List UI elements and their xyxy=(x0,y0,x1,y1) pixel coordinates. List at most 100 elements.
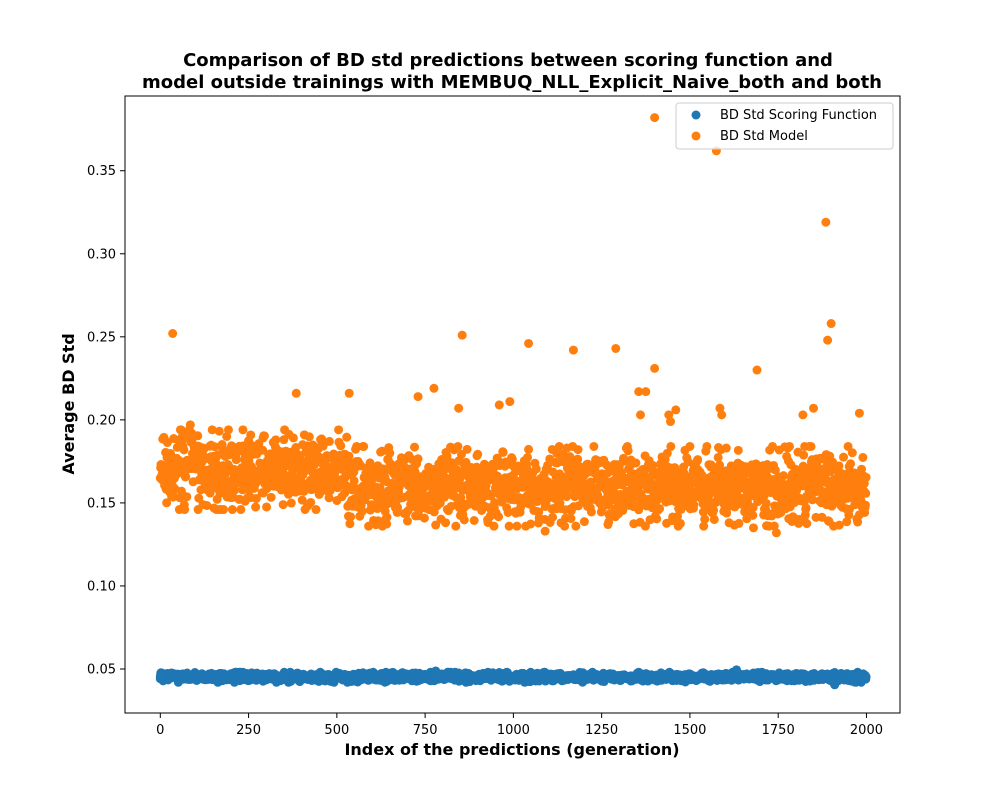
model-point xyxy=(473,449,483,459)
scoring-function-point xyxy=(155,671,165,681)
model-point xyxy=(469,516,479,525)
model-point xyxy=(807,495,817,505)
x-tick-label: 500 xyxy=(324,723,349,738)
model-point xyxy=(604,517,614,527)
model-point xyxy=(344,388,354,398)
model-point xyxy=(441,518,451,528)
model-point xyxy=(204,477,214,487)
model-point xyxy=(634,387,644,397)
model-point xyxy=(453,441,463,451)
model-point xyxy=(388,478,398,488)
model-point xyxy=(381,477,391,487)
model-point xyxy=(858,452,868,462)
model-point xyxy=(271,435,281,445)
model-point xyxy=(231,455,241,465)
model-point xyxy=(801,503,811,513)
model-point xyxy=(839,452,849,462)
x-tick-label: 750 xyxy=(413,723,438,738)
model-point xyxy=(393,503,403,513)
model-point xyxy=(834,461,844,471)
model-point xyxy=(410,442,420,452)
model-point xyxy=(236,505,246,515)
model-point xyxy=(359,441,369,451)
model-point xyxy=(259,431,269,441)
model-point xyxy=(494,512,504,522)
model-point xyxy=(698,507,708,517)
y-tick-label: 0.15 xyxy=(87,496,116,511)
model-point xyxy=(666,417,675,427)
model-point xyxy=(709,505,719,515)
model-point xyxy=(505,397,515,407)
model-point xyxy=(336,441,346,451)
scoring-function-point xyxy=(431,666,441,676)
legend-label-scoring-function: BD Std Scoring Function xyxy=(720,108,877,123)
model-point xyxy=(413,454,423,464)
model-point xyxy=(207,425,217,435)
model-point xyxy=(429,383,439,393)
model-point xyxy=(778,471,788,481)
model-point xyxy=(202,501,212,511)
model-point xyxy=(311,505,321,515)
model-point xyxy=(675,518,685,528)
model-point xyxy=(456,493,466,503)
model-point xyxy=(512,521,522,531)
model-point xyxy=(193,431,203,441)
model-point xyxy=(524,338,534,348)
model-point xyxy=(842,517,852,527)
model-point xyxy=(286,498,296,508)
model-point xyxy=(251,494,261,504)
model-point xyxy=(548,512,558,522)
model-point xyxy=(382,519,392,529)
model-point xyxy=(635,410,645,420)
model-point xyxy=(721,443,731,453)
legend-marker-model xyxy=(691,131,701,141)
model-point xyxy=(568,345,578,355)
model-point xyxy=(168,492,178,502)
y-tick-label: 0.05 xyxy=(87,662,116,677)
model-point xyxy=(340,488,350,498)
model-point xyxy=(673,511,683,521)
model-point xyxy=(823,335,833,345)
model-point xyxy=(860,500,870,510)
model-point xyxy=(345,519,355,529)
model-point xyxy=(262,502,272,512)
y-tick-label: 0.25 xyxy=(87,330,116,345)
model-point xyxy=(685,441,695,451)
model-point xyxy=(385,448,395,458)
model-point xyxy=(504,521,514,531)
model-point xyxy=(748,510,758,520)
model-point xyxy=(792,486,802,496)
y-tick-label: 0.30 xyxy=(87,247,116,262)
model-point xyxy=(702,441,712,451)
model-point xyxy=(324,436,334,446)
model-point xyxy=(498,447,508,457)
model-point xyxy=(734,518,744,528)
model-point xyxy=(194,493,204,503)
model-point xyxy=(352,441,362,451)
model-point xyxy=(523,452,533,462)
model-point xyxy=(180,505,190,515)
model-point xyxy=(185,420,195,430)
model-point xyxy=(748,523,758,533)
model-point xyxy=(318,441,328,451)
model-point xyxy=(179,445,189,455)
model-point xyxy=(784,441,794,451)
model-point xyxy=(344,451,354,461)
model-point xyxy=(494,400,504,410)
model-point xyxy=(295,452,305,462)
model-point xyxy=(623,446,633,456)
model-point xyxy=(671,405,681,415)
model-point xyxy=(531,464,541,474)
x-tick-label: 1500 xyxy=(673,723,706,738)
model-point xyxy=(230,485,240,495)
model-point xyxy=(854,408,864,418)
model-point xyxy=(346,512,356,522)
model-point xyxy=(798,410,808,420)
model-point xyxy=(357,506,367,516)
model-point xyxy=(585,496,595,506)
model-point xyxy=(655,504,665,514)
model-point xyxy=(650,363,660,373)
model-point xyxy=(246,430,256,440)
model-point xyxy=(431,520,441,530)
model-point xyxy=(666,441,676,451)
